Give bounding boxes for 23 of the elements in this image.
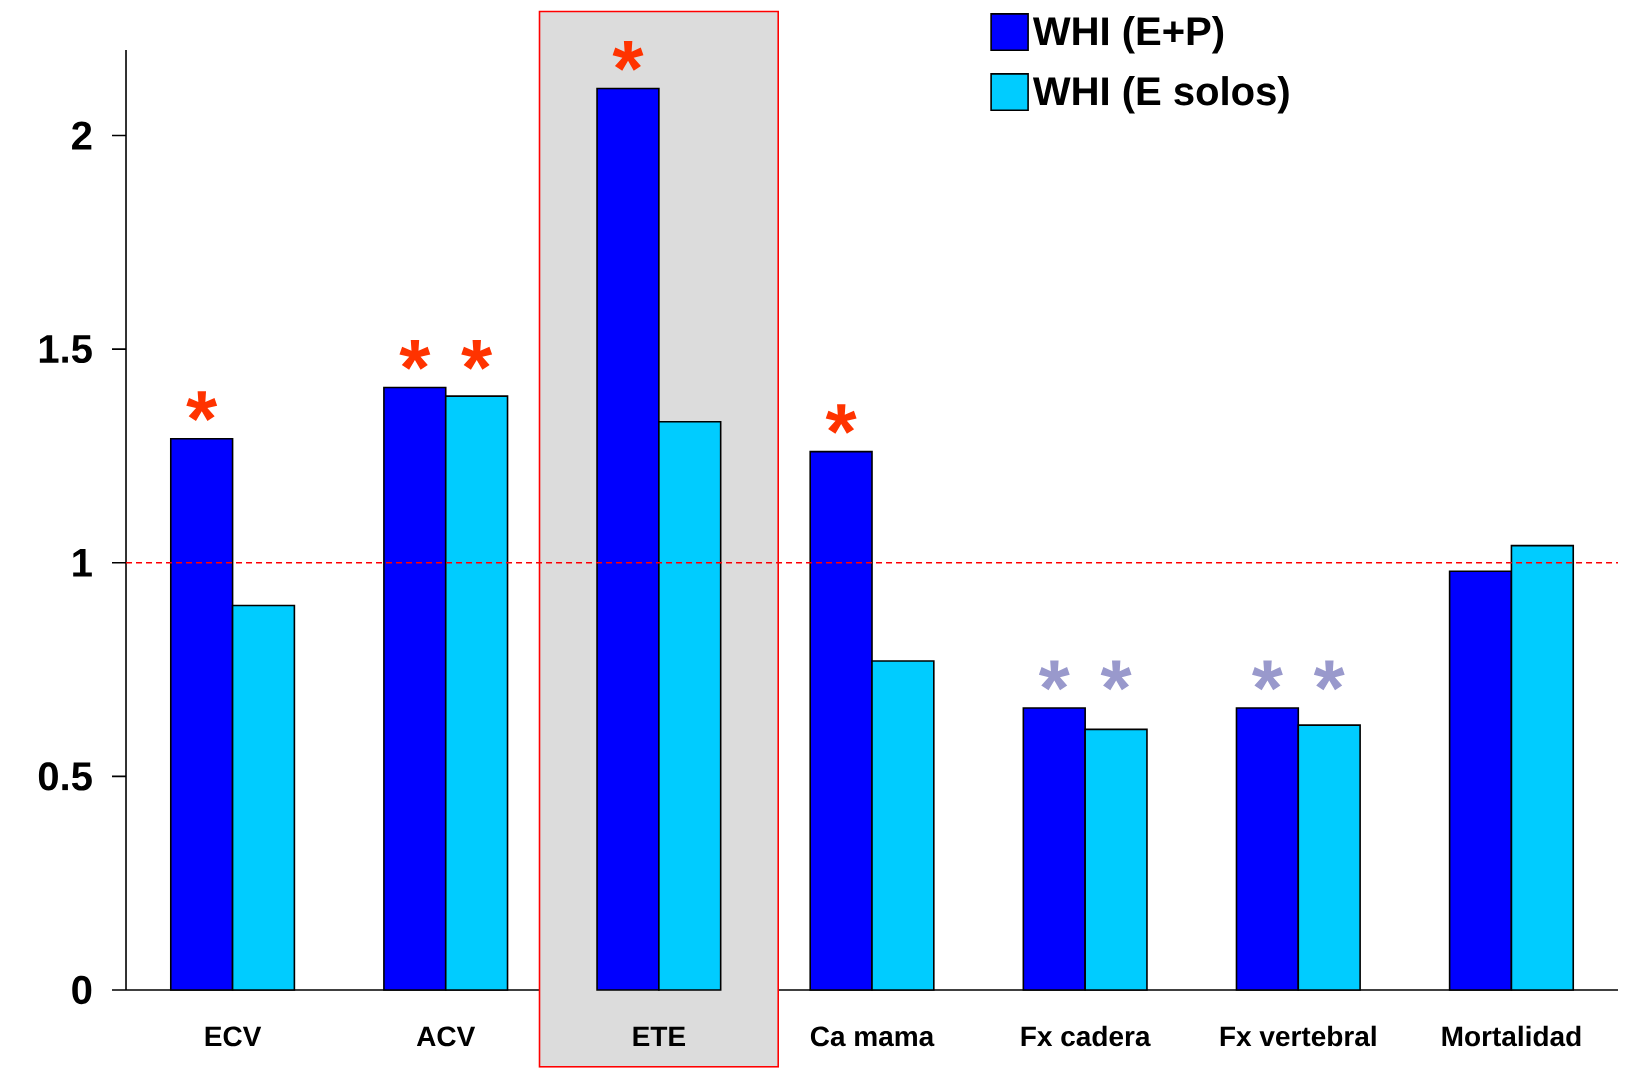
data-label: * [1038, 660, 1070, 691]
data-label: * [1252, 660, 1283, 691]
data-label: * [186, 391, 218, 422]
data-label: * [461, 340, 493, 370]
data-label: * [1100, 660, 1132, 691]
y-tick-label: 1 [73, 549, 92, 577]
x-tick-label: Fx vertebral [1220, 1025, 1376, 1047]
legend-label: WHI (E solos) [1032, 76, 1289, 114]
y-tick-label: 0 [72, 975, 92, 1005]
y-tick-label: 2 [72, 121, 92, 150]
x-tick-label: ACV [416, 1026, 476, 1047]
x-tick-label: Ca mama [810, 1026, 935, 1047]
y-tick-label: 1.5 [39, 335, 92, 364]
legend-label: WHI (E+P) [1032, 16, 1224, 54]
x-tick-label: ETE [633, 1026, 686, 1047]
x-tick-label: Fx cadera [1021, 1025, 1151, 1047]
x-tick-label: ECV [205, 1026, 262, 1047]
data-label: * [825, 404, 857, 435]
y-tick-label: 0.5 [38, 762, 92, 791]
data-label: * [612, 41, 644, 71]
data-label: * [1313, 660, 1345, 691]
data-label: * [399, 340, 431, 370]
x-tick-label: Mortalidad [1442, 1025, 1581, 1047]
